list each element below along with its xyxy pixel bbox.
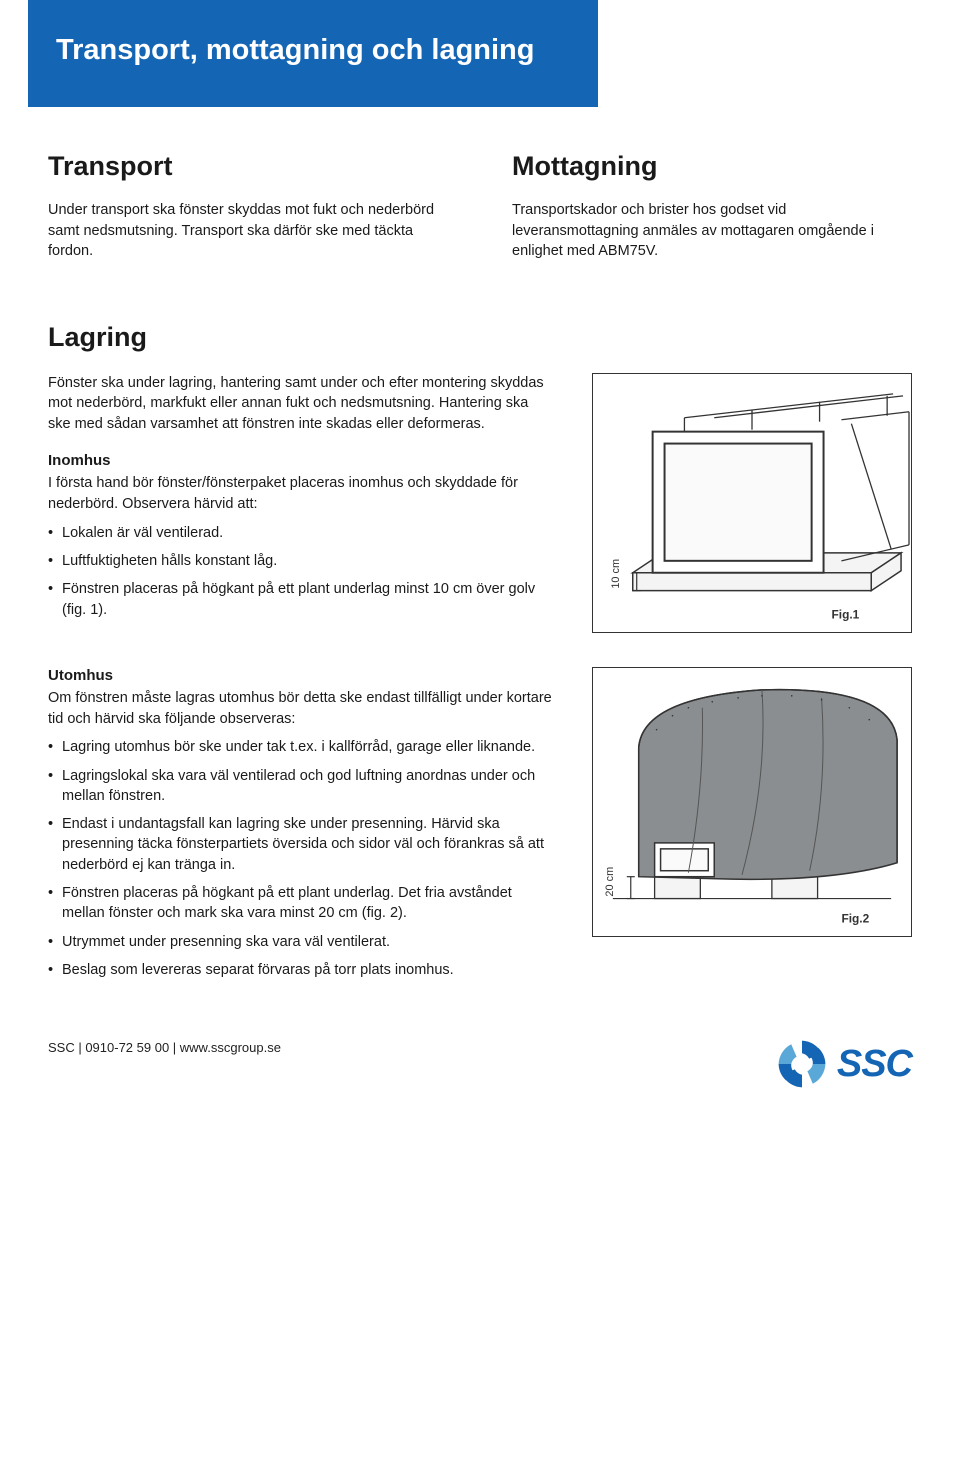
inomhus-list: Lokalen är väl ventilerad. Luftfuktighet… [48, 523, 552, 620]
logo-mark-icon [775, 1037, 829, 1091]
list-item: Lagring utomhus bör ske under tak t.ex. … [48, 737, 552, 757]
lagring-row-2: Utomhus Om fönstren måste lagras utomhus… [48, 667, 912, 988]
list-item: Fönstren placeras på högkant på ett plan… [48, 579, 552, 620]
transport-section: Transport Under transport ska fönster sk… [48, 151, 448, 262]
list-item: Luftfuktigheten hålls konstant låg. [48, 551, 552, 571]
lagring-intro: Fönster ska under lagring, hantering sam… [48, 373, 552, 435]
fig2-dimension: 20 cm [604, 867, 616, 897]
figure-1-svg: 10 cm Fig.1 [593, 374, 911, 632]
figure-1: 10 cm Fig.1 [592, 373, 912, 633]
list-item: Beslag som levereras separat förvaras på… [48, 960, 552, 980]
list-item: Lokalen är väl ventilerad. [48, 523, 552, 543]
lagring-row-1: Fönster ska under lagring, hantering sam… [48, 373, 912, 633]
ssc-logo: SSC [775, 1037, 912, 1091]
mottagning-section: Mottagning Transportskador och brister h… [512, 151, 912, 262]
list-item: Endast i undantagsfall kan lagring ske u… [48, 814, 552, 875]
fig1-dimension: 10 cm [610, 559, 622, 589]
mottagning-body: Transportskador och brister hos godset v… [512, 200, 912, 262]
intro-columns: Transport Under transport ska fönster sk… [48, 151, 912, 262]
inomhus-heading: Inomhus [48, 452, 552, 469]
figure-2-caption: Fig.2 [841, 912, 869, 926]
page-banner: Transport, mottagning och lagning [28, 0, 598, 107]
list-item: Fönstren placeras på högkant på ett plan… [48, 883, 552, 924]
page-title: Transport, mottagning och lagning [56, 34, 570, 67]
transport-body: Under transport ska fönster skyddas mot … [48, 200, 448, 262]
transport-heading: Transport [48, 151, 448, 182]
figure-2: 20 cm Fig.2 [592, 667, 912, 937]
inomhus-lead: I första hand bör fönster/fönsterpaket p… [48, 473, 552, 514]
list-item: Lagringslokal ska vara väl ventilerad oc… [48, 766, 552, 807]
figure-2-svg: 20 cm Fig.2 [593, 668, 911, 936]
utomhus-lead: Om fönstren måste lagras utomhus bör det… [48, 688, 552, 729]
list-item: Utrymmet under presenning ska vara väl v… [48, 932, 552, 952]
utomhus-heading: Utomhus [48, 667, 552, 684]
mottagning-heading: Mottagning [512, 151, 912, 182]
figure-1-caption: Fig.1 [832, 607, 860, 621]
lagring-heading: Lagring [48, 322, 912, 353]
logo-text: SSC [837, 1043, 912, 1086]
utomhus-list: Lagring utomhus bör ske under tak t.ex. … [48, 737, 552, 980]
